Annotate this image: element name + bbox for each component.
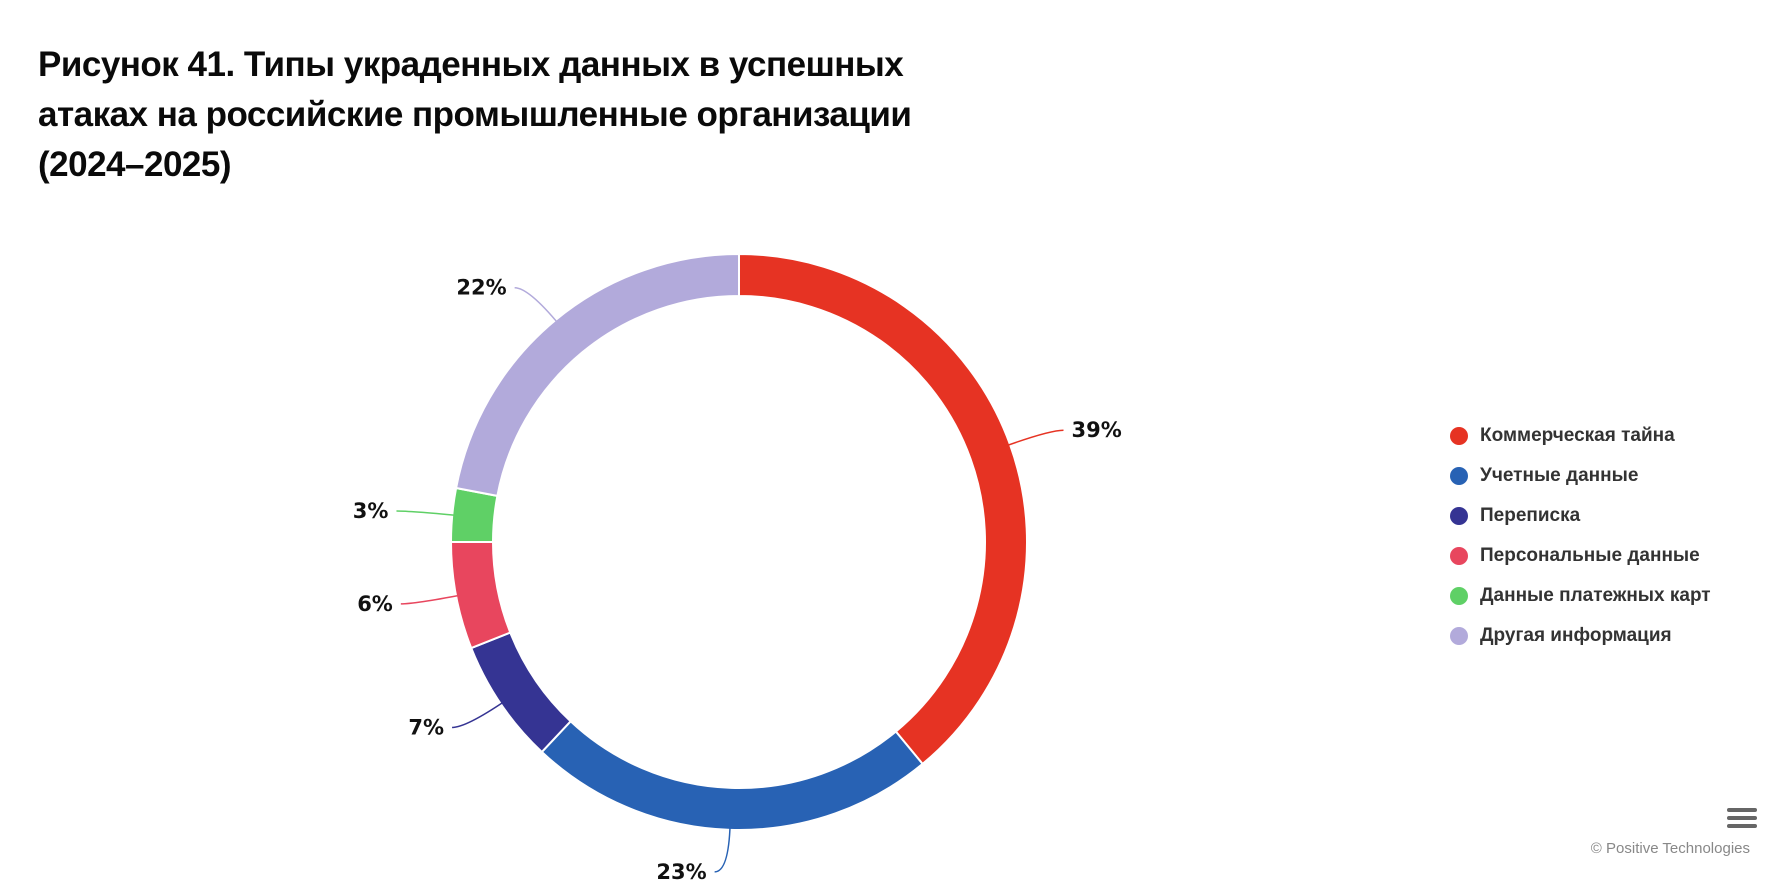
chart-legend: Коммерческая тайна Учетные данные Переписк…	[1450, 416, 1711, 656]
label-connector	[452, 699, 507, 729]
data-label: 39%	[1071, 418, 1121, 442]
legend-label: Учетные данные	[1480, 465, 1639, 486]
donut-slice[interactable]	[738, 252, 1028, 766]
label-connector	[400, 594, 463, 605]
data-label: 23%	[656, 860, 706, 884]
data-label: 6%	[357, 592, 393, 616]
label-connector	[396, 510, 459, 517]
donut-slice[interactable]	[540, 719, 924, 831]
legend-swatch	[1450, 427, 1468, 445]
data-label: 7%	[408, 715, 444, 739]
donut-slice[interactable]	[454, 252, 740, 498]
legend-label: Переписка	[1480, 505, 1581, 526]
chart-title: Рисунок 41. Типы украденных данных в усп…	[38, 45, 912, 184]
legend-item[interactable]: Коммерческая тайна	[1450, 416, 1711, 456]
data-label: 3%	[353, 499, 389, 523]
label-connector	[714, 823, 731, 873]
legend-swatch	[1450, 627, 1468, 645]
legend-item[interactable]: Другая информация	[1450, 616, 1711, 656]
legend-swatch	[1450, 467, 1468, 485]
label-connector	[1004, 429, 1064, 448]
legend-label: Коммерческая тайна	[1480, 425, 1675, 446]
data-label: 22%	[456, 276, 506, 300]
legend-item[interactable]: Данные платежных карт	[1450, 576, 1711, 616]
legend-swatch	[1450, 547, 1468, 565]
hamburger-menu-icon	[1727, 808, 1757, 812]
donut-slice[interactable]	[469, 631, 573, 754]
legend-label: Данные платежных карт	[1480, 585, 1711, 606]
legend-swatch	[1450, 587, 1468, 605]
legend-swatch	[1450, 507, 1468, 525]
label-connector	[514, 286, 560, 326]
legend-label: Персональные данные	[1480, 545, 1700, 566]
chart-menu-button[interactable]	[1727, 808, 1757, 832]
legend-item[interactable]: Учетные данные	[1450, 456, 1711, 496]
legend-item[interactable]: Переписка	[1450, 496, 1711, 536]
legend-item[interactable]: Персональные данные	[1450, 536, 1711, 576]
credits: © Positive Technologies	[1590, 840, 1750, 857]
legend-label: Другая информация	[1480, 625, 1672, 646]
